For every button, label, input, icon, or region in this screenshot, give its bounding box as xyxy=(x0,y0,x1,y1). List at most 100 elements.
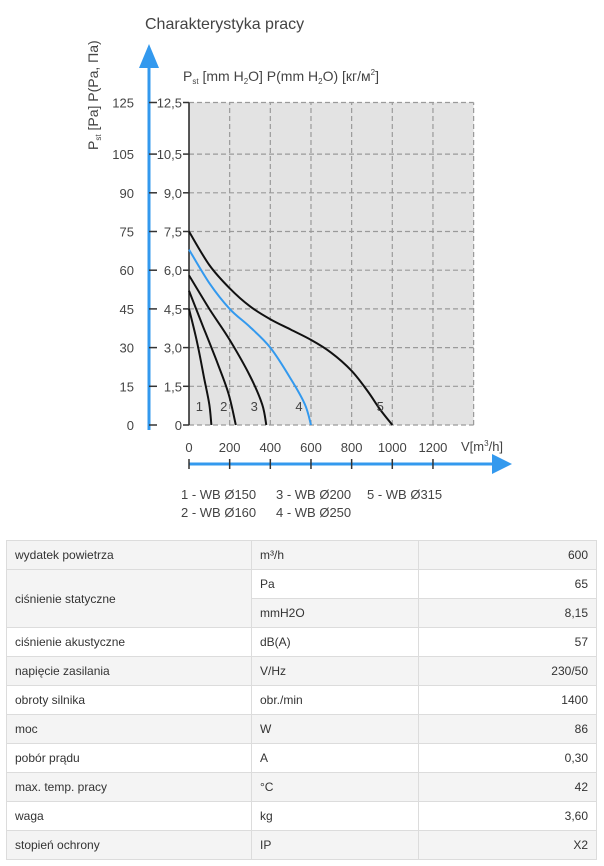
y-tick-label-mm: 1,5 xyxy=(164,379,182,394)
curve-labels: 1 2 3 4 5 xyxy=(196,399,384,414)
y-tick-label-pa: 15 xyxy=(120,379,134,394)
plot-background xyxy=(189,102,474,425)
spec-label: ciśnienie statyczne xyxy=(6,569,252,628)
spec-value: 65 xyxy=(418,569,597,599)
spec-value: 86 xyxy=(418,714,597,744)
x-tick-label: 1200 xyxy=(418,440,447,455)
x-tick-label: 600 xyxy=(300,440,322,455)
y-tick-label-pa: 90 xyxy=(120,186,134,201)
grid xyxy=(189,101,475,426)
spec-unit: kg xyxy=(251,801,419,831)
curve-label-1: 1 xyxy=(196,399,203,414)
y-axis-arrow-icon xyxy=(139,44,159,68)
spec-value: 8,15 xyxy=(418,598,597,628)
spec-value: 42 xyxy=(418,772,597,802)
legend-item-3: 3 - WB Ø200 xyxy=(276,487,351,502)
table-row: moc W 86 xyxy=(6,714,597,744)
y-tick-label-mm: 10,5 xyxy=(157,147,182,162)
curve-4 xyxy=(188,249,312,426)
x-tick-label: 200 xyxy=(219,440,241,455)
spec-unit: Pa xyxy=(251,569,419,599)
spec-unit: °C xyxy=(251,772,419,802)
curve-1 xyxy=(188,308,213,426)
y-axis-label-mm: Pst [mm H2O] P(mm H2O) [кг/м2] xyxy=(183,68,379,86)
curve-2 xyxy=(188,290,237,426)
spec-unit: IP xyxy=(251,830,419,860)
y-tick-label-pa: 30 xyxy=(120,341,134,356)
spec-value: 57 xyxy=(418,627,597,657)
axes xyxy=(139,44,512,474)
y-tick-label-mm: 9,0 xyxy=(164,186,182,201)
spec-unit: dB(A) xyxy=(251,627,419,657)
y-tick-label-pa: 0 xyxy=(127,418,134,433)
y-tick-label-pa: 75 xyxy=(120,225,134,240)
spec-label: wydatek powietrza xyxy=(6,540,252,570)
x-tick-label: 400 xyxy=(259,440,281,455)
y-axis-label-pa: Pst [Pa] P(Pa, Па) xyxy=(85,40,103,150)
x-ticks: 0 200 400 600 800 1000 1200 xyxy=(185,440,447,469)
table-row: mmH2O 8,15 xyxy=(7,598,597,628)
y-tick-label-mm: 0 xyxy=(175,418,182,433)
table-row: wydatek powietrza m³/h 600 xyxy=(6,540,597,570)
x-tick-label: 1000 xyxy=(378,440,407,455)
table-row: waga kg 3,60 xyxy=(6,801,597,831)
spec-label: obroty silnika xyxy=(6,685,252,715)
spec-value: 1400 xyxy=(418,685,597,715)
legend-item-4: 4 - WB Ø250 xyxy=(276,505,351,520)
y-ticks-mm: 12,5 10,5 9,0 7,5 6,0 4,5 3,0 1,5 0 xyxy=(157,96,189,433)
curve-3 xyxy=(188,274,268,426)
spec-unit: W xyxy=(251,714,419,744)
spec-label: moc xyxy=(6,714,252,744)
y-tick-label-mm: 12,5 xyxy=(157,96,182,111)
x-axis-label: V[m3/h] xyxy=(461,439,503,454)
spec-label: pobór prądu xyxy=(6,743,252,773)
chart-title: Charakterystyka pracy xyxy=(145,16,304,33)
spec-label: ciśnienie akustyczne xyxy=(6,627,252,657)
curve-label-5: 5 xyxy=(377,399,384,414)
table-row: stopień ochrony IP X2 xyxy=(6,830,597,860)
y-tick-label-mm: 7,5 xyxy=(164,225,182,240)
legend-item-1: 1 - WB Ø150 xyxy=(181,487,256,502)
table-row: obroty silnika obr./min 1400 xyxy=(6,685,597,715)
curve-5 xyxy=(188,230,394,426)
table-row: max. temp. pracy °C 42 xyxy=(6,772,597,802)
table-row: ciśnienie statyczne Pa 65 xyxy=(6,569,597,628)
curves xyxy=(188,230,394,426)
spec-unit: obr./min xyxy=(251,685,419,715)
spec-label: napięcie zasilania xyxy=(6,656,252,686)
spec-value: X2 xyxy=(418,830,597,860)
spec-label: max. temp. pracy xyxy=(6,772,252,802)
spec-label: stopień ochrony xyxy=(6,830,252,860)
spec-unit: m³/h xyxy=(251,540,419,570)
y-tick-label-pa: 45 xyxy=(120,302,134,317)
spec-unit: V/Hz xyxy=(251,656,419,686)
legend-item-5: 5 - WB Ø315 xyxy=(367,487,442,502)
curve-label-4: 4 xyxy=(295,399,302,414)
y-ticks-pa: 125 105 90 75 60 45 30 15 0 xyxy=(112,96,157,433)
spec-value: 230/50 xyxy=(418,656,597,686)
x-axis-arrow-icon xyxy=(492,454,512,474)
table-row: napięcie zasilania V/Hz 230/50 xyxy=(6,656,597,686)
y-tick-label-mm: 6,0 xyxy=(164,263,182,278)
spec-value: 600 xyxy=(418,540,597,570)
curve-label-3: 3 xyxy=(251,399,258,414)
spec-value: 3,60 xyxy=(418,801,597,831)
y-tick-label-pa: 125 xyxy=(112,96,134,111)
curve-label-2: 2 xyxy=(220,399,227,414)
table-row: ciśnienie akustyczne dB(A) 57 xyxy=(6,627,597,657)
performance-chart: Charakterystyka pracy Pst [Pa] P(Pa, Па)… xyxy=(85,16,512,520)
x-tick-label: 800 xyxy=(341,440,363,455)
table-row: pobór prądu A 0,30 xyxy=(6,743,597,773)
x-tick-label: 0 xyxy=(185,440,192,455)
legend-item-2: 2 - WB Ø160 xyxy=(181,505,256,520)
spec-unit: mmH2O xyxy=(251,598,419,628)
spec-label: waga xyxy=(6,801,252,831)
y-tick-label-mm: 3,0 xyxy=(164,341,182,356)
spec-unit: A xyxy=(251,743,419,773)
plot-area xyxy=(189,102,474,425)
y-tick-label-pa: 60 xyxy=(120,263,134,278)
specs-table: wydatek powietrza m³/h 600 ciśnienie statyc… xyxy=(6,540,597,860)
y-tick-label-pa: 105 xyxy=(112,147,134,162)
y-tick-label-mm: 4,5 xyxy=(164,302,182,317)
